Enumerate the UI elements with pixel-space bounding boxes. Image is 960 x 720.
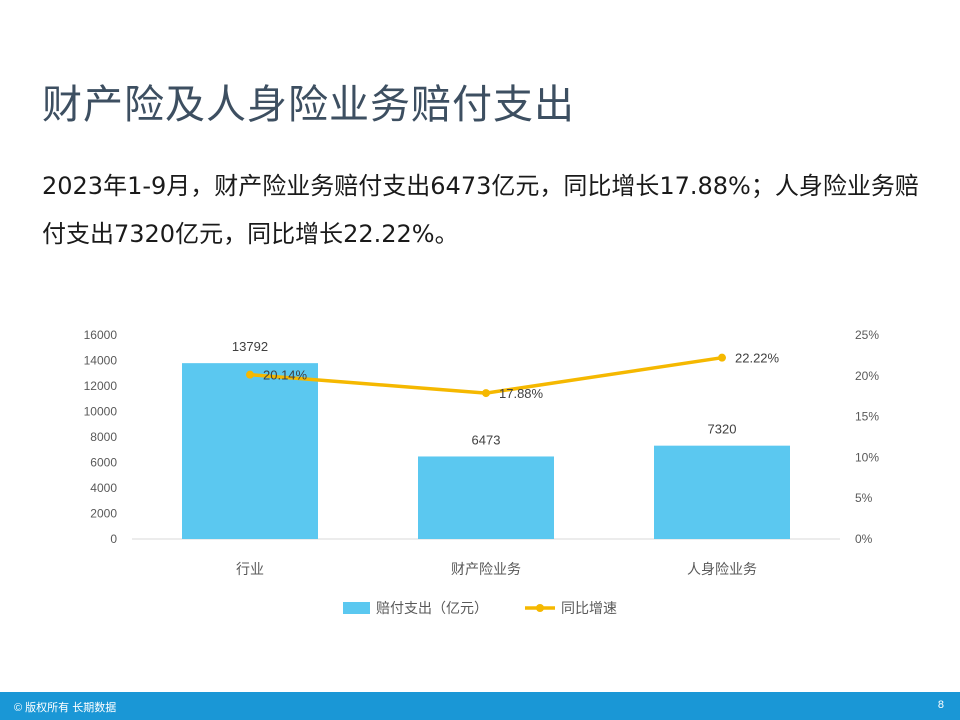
summary-text: 2023年1-9月，财产险业务赔付支出6473亿元，同比增长17.88%；人身险… [42,172,919,248]
y-left-tick-label: 14000 [84,354,118,368]
bar-data-label: 6473 [472,432,501,447]
y-left-tick-label: 0 [110,532,117,546]
x-tick-label: 财产险业务 [451,562,521,578]
y-right-tick-label: 0% [855,532,873,546]
line-data-label: 20.14% [263,368,308,383]
copyright-text: © 版权所有 长期数据 [14,702,117,714]
y-right-tick-label: 10% [855,450,879,464]
line-data-label: 17.88% [499,386,544,401]
y-left-tick-label: 12000 [84,379,118,393]
y-right-tick-label: 15% [855,410,879,424]
slide-title: 财产险及人身险业务赔付支出 [42,82,575,128]
line-data-label: 22.22% [735,351,780,366]
line-point [246,370,254,379]
bar [418,456,554,539]
bar-data-label: 13792 [232,339,268,354]
line-point [482,389,490,398]
x-tick-label: 行业 [236,562,264,578]
y-left-tick-label: 4000 [90,481,117,495]
legend-marker-line [536,604,544,612]
line-point [718,353,726,362]
combo-chart: 0 2000 4000 6000 8000 10000 12000 14000 16000 0% 5… [84,328,880,617]
y-left-tick-label: 6000 [90,456,117,470]
line-series [249,355,723,395]
legend-label-line: 同比增速 [561,601,617,617]
y-right-tick-label: 5% [855,491,873,505]
x-tick-label: 人身险业务 [687,562,757,578]
bar [654,445,790,539]
y-left-tick-label: 16000 [84,328,118,342]
y-left-tick-label: 2000 [90,507,117,521]
y-left-tick-label: 10000 [84,405,118,419]
y-right-tick-label: 20% [855,369,879,383]
bar-data-label: 7320 [708,422,737,437]
footer-bar: © 版权所有 长期数据 8 [0,692,960,720]
y-left-tick-label: 8000 [90,430,117,444]
bar [182,363,318,539]
legend-label-bar: 赔付支出（亿元） [376,601,488,617]
legend-swatch-bar [343,602,370,614]
y-right-tick-label: 25% [855,328,879,342]
page-number: 8 [937,699,944,711]
